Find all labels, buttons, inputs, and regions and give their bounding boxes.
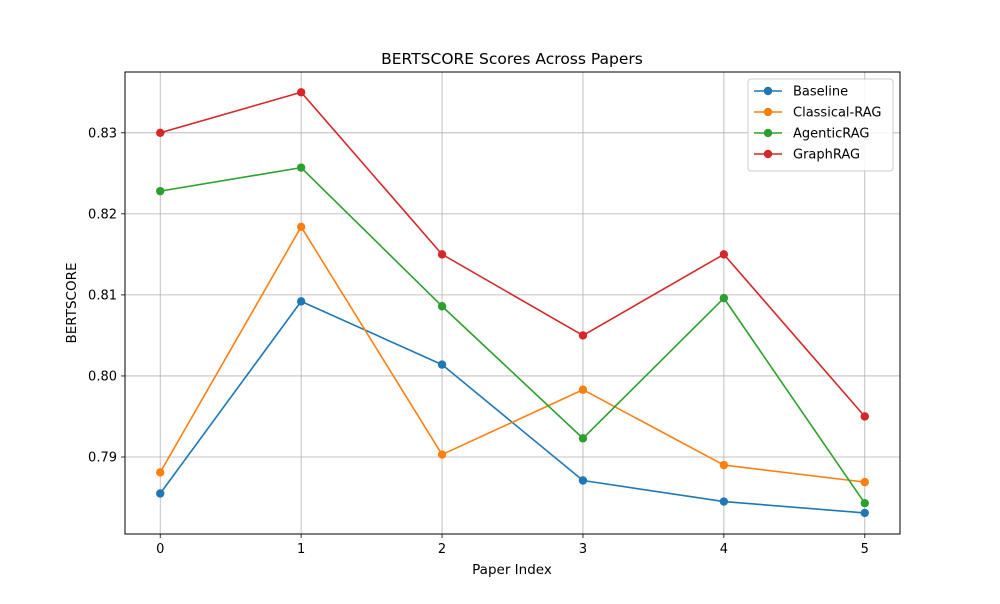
data-point-baseline [578, 476, 588, 485]
data-point-baseline [156, 489, 165, 498]
data-point-graphrag [578, 331, 588, 340]
y-tick-label: 0.81 [88, 288, 117, 303]
series-layer [156, 88, 869, 518]
y-tick-label: 0.80 [88, 369, 117, 384]
legend-label: Baseline [793, 85, 848, 100]
x-tick-label: 3 [579, 542, 587, 557]
data-point-agenticrag [860, 499, 869, 508]
data-point-classical-rag [719, 460, 729, 470]
x-axis: 0 1 2 3 4 5 [156, 534, 869, 557]
y-tick-label: 0.82 [88, 207, 117, 222]
legend-marker [763, 128, 773, 138]
data-point-agenticrag [578, 434, 588, 443]
x-tick-label: 5 [861, 542, 869, 557]
legend-marker [763, 86, 773, 96]
x-axis-title: Paper Index [472, 562, 552, 578]
legend-item-baseline: Baseline [754, 85, 848, 100]
x-tick-label: 2 [438, 542, 446, 557]
legend-label: Classical-RAG [793, 106, 881, 121]
y-axis: 0.79 0.80 0.81 0.82 0.83 [88, 126, 125, 466]
series-graphrag [156, 88, 869, 421]
data-point-classical-rag [437, 450, 447, 459]
legend-label: AgenticRAG [793, 127, 869, 142]
series-line-baseline [159, 300, 865, 514]
data-point-agenticrag [296, 163, 306, 172]
data-point-graphrag [719, 250, 729, 259]
data-point-graphrag [156, 128, 165, 137]
data-point-baseline [296, 297, 306, 306]
data-point-graphrag [296, 88, 306, 97]
x-tick-label: 0 [156, 542, 164, 557]
data-point-graphrag [860, 412, 869, 421]
legend-item-classical-rag: Classical-RAG [754, 106, 881, 121]
series-classical-rag [156, 222, 869, 487]
data-point-classical-rag [860, 477, 869, 487]
data-point-agenticrag [156, 186, 165, 196]
series-agenticrag [156, 163, 869, 508]
legend-item-agenticrag: AgenticRAG [754, 127, 869, 142]
legend-frame [747, 78, 894, 172]
data-point-baseline [860, 508, 869, 518]
legend-item-graphrag: GraphRAG [754, 148, 860, 163]
data-point-classical-rag [578, 385, 588, 394]
plot-frame [124, 71, 901, 535]
legend-label: GraphRAG [793, 148, 860, 163]
data-point-baseline [719, 497, 729, 506]
data-point-classical-rag [156, 468, 165, 477]
data-point-classical-rag [296, 222, 306, 232]
series-line-graphrag [160, 91, 866, 417]
legend: Baseline Classical-RAG AgenticRAG GraphRAG [747, 78, 894, 172]
series-line-classical-rag [159, 226, 865, 483]
x-tick-label: 4 [720, 542, 728, 557]
data-point-agenticrag [437, 302, 447, 311]
legend-marker [763, 107, 773, 117]
y-tick-label: 0.79 [88, 451, 117, 466]
y-tick-label: 0.83 [88, 126, 117, 141]
data-point-graphrag [437, 250, 447, 259]
series-line-agenticrag [160, 166, 866, 504]
data-point-agenticrag [719, 293, 729, 303]
series-baseline [156, 297, 869, 518]
data-point-baseline [437, 360, 447, 369]
y-axis-title: BERTSCORE [64, 263, 80, 344]
x-tick-label: 1 [297, 542, 305, 557]
chart-title: BERTSCORE Scores Across Papers [381, 50, 643, 68]
legend-marker [763, 149, 773, 159]
